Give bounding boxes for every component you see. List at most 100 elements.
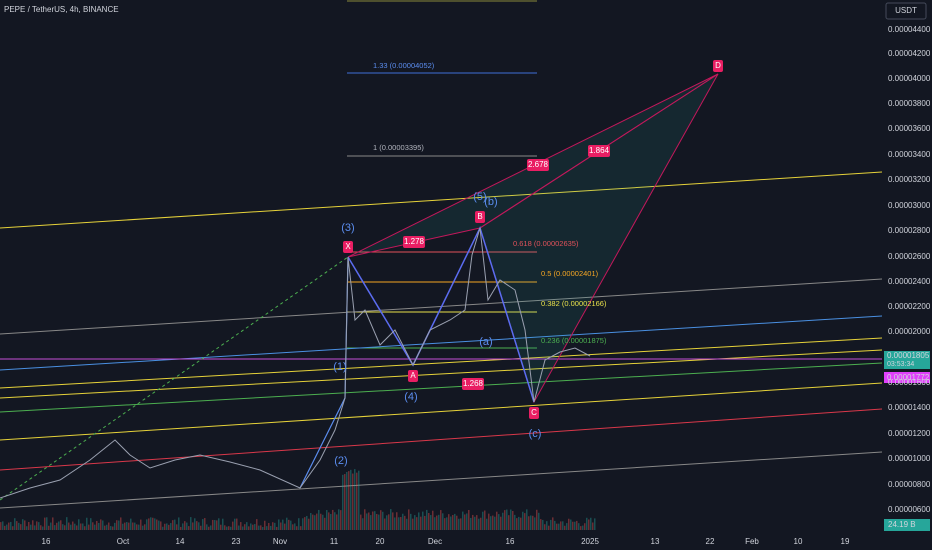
volume-bar [442, 513, 444, 530]
volume-bar [422, 511, 424, 530]
volume-bar [212, 519, 214, 530]
volume-bar [424, 515, 426, 530]
volume-bar [18, 522, 20, 530]
volume-bar [186, 522, 188, 530]
volume-bar [8, 522, 10, 530]
volume-bar [152, 517, 154, 530]
volume-bar [298, 518, 300, 530]
volume-bar [340, 510, 342, 530]
fib-label: 0.618 (0.00002635) [513, 239, 579, 248]
volume-bar [494, 516, 496, 530]
volume-bar [198, 522, 200, 530]
price-label: 0.00003400 [888, 150, 931, 159]
volume-bar [570, 519, 572, 530]
volume-bar [360, 514, 362, 530]
volume-bar [84, 526, 86, 530]
volume-bar [488, 513, 490, 530]
volume-bar [58, 521, 60, 530]
volume-bar [22, 519, 24, 530]
volume-bar [416, 517, 418, 530]
volume-bar [44, 517, 46, 530]
point-badge [343, 241, 353, 253]
volume-bar [408, 509, 410, 530]
volume-bar [170, 523, 172, 530]
volume-bar [418, 512, 420, 530]
volume-bar [524, 513, 526, 530]
time-label: 10 [794, 537, 803, 546]
volume-bar [98, 522, 100, 530]
volume-bar [172, 520, 174, 530]
volume-bar [4, 525, 6, 530]
time-label: 19 [841, 537, 850, 546]
volume-bar [260, 525, 262, 530]
volume-bar [126, 522, 128, 530]
volume-bar [580, 526, 582, 530]
volume-bar [426, 509, 428, 530]
volume-bar [526, 509, 528, 530]
volume-bar [482, 511, 484, 530]
volume-bar [218, 518, 220, 530]
price-label: 0.00003200 [888, 175, 931, 184]
volume-bar [336, 514, 338, 530]
volume-bar [438, 514, 440, 530]
price-axis [882, 0, 932, 550]
volume-bar [196, 521, 198, 530]
currency-button[interactable] [885, 2, 927, 20]
volume-bar [40, 525, 42, 530]
volume-bar [318, 509, 320, 530]
last-price: 0.00001805 [887, 351, 930, 360]
volume-bar [10, 521, 12, 530]
volume-bar [180, 526, 182, 530]
volume-bar [62, 524, 64, 530]
volume-bar [20, 524, 22, 530]
volume-bar [332, 509, 334, 530]
volume-bar [108, 522, 110, 530]
volume-bar [116, 520, 118, 530]
volume-bar [26, 526, 28, 530]
trend-line [0, 171, 883, 229]
volume-bar [478, 518, 480, 530]
trend-line [0, 337, 883, 389]
volume-bar [326, 510, 328, 530]
volume-bar [226, 526, 228, 530]
time-label: 13 [651, 537, 660, 546]
volume-bar [176, 524, 178, 530]
time-label: Nov [273, 537, 287, 546]
volume-bar [74, 523, 76, 530]
point-label: A [410, 371, 416, 380]
volume-bar [562, 521, 564, 530]
volume-bar [512, 510, 514, 530]
price-label: 0.00003800 [888, 99, 931, 108]
volume-bar [208, 526, 210, 530]
point-label: D [715, 61, 721, 70]
volume-bar [50, 522, 52, 530]
point-badge [713, 60, 723, 72]
price-label: 0.00004200 [888, 49, 931, 58]
volume-bar [378, 514, 380, 530]
trend-line [0, 315, 883, 371]
volume-bar [480, 517, 482, 530]
volume-bar [394, 517, 396, 530]
volume-bar [550, 519, 552, 530]
volume-bar [586, 517, 588, 530]
volume-bar [132, 522, 134, 530]
harmonic-leg [347, 225, 535, 403]
volume-bar [364, 509, 366, 530]
volume-bar [452, 514, 454, 530]
volume-bar [120, 517, 122, 530]
time-label: Dec [428, 537, 442, 546]
currency: USDT [895, 6, 917, 15]
volume-bar [144, 524, 146, 530]
volume-bar [398, 517, 400, 530]
volume-bar [138, 524, 140, 530]
volume-bar [552, 517, 554, 530]
volume-bar [128, 522, 130, 530]
fib-label: 1.33 (0.00004052) [373, 61, 435, 70]
volume-bar [522, 511, 524, 530]
volume-bar [266, 526, 268, 530]
volume-bar [246, 522, 248, 530]
volume-bar [342, 474, 344, 530]
volume-bar [390, 509, 392, 530]
volume-bar [396, 512, 398, 530]
